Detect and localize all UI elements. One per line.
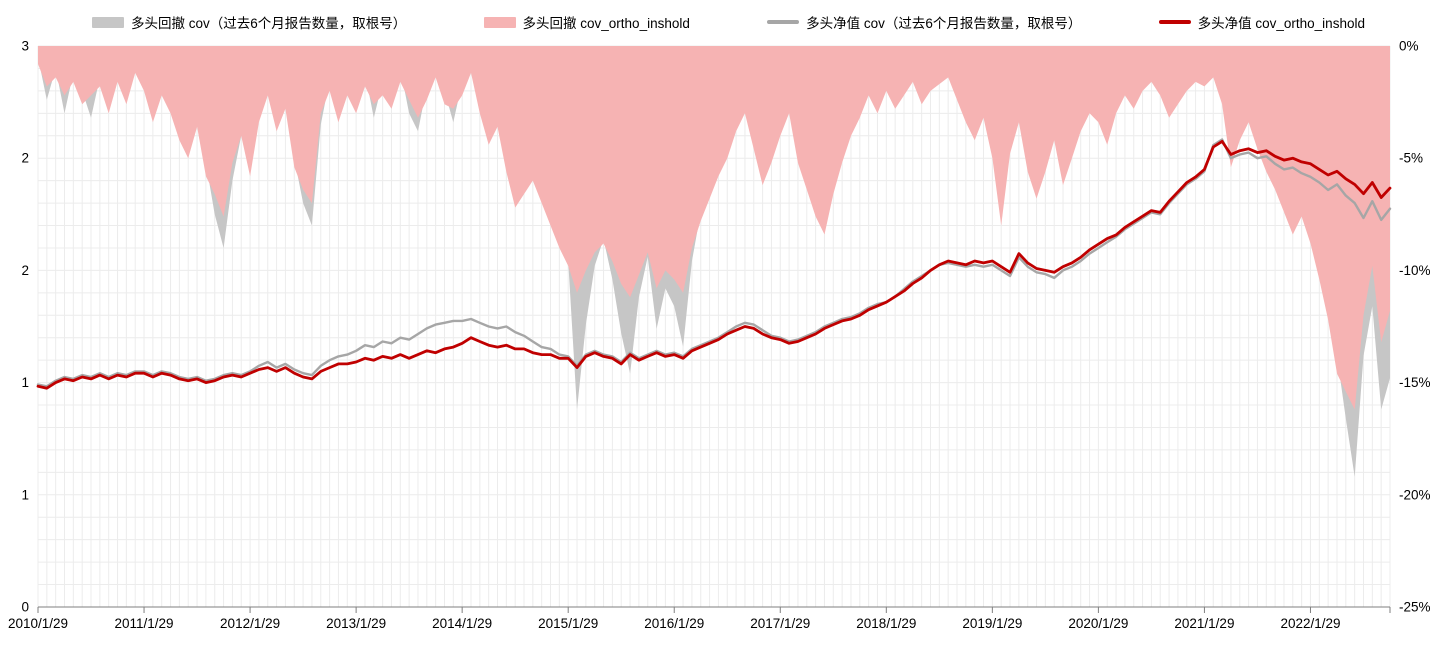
legend-swatch-line-red bbox=[1158, 20, 1191, 24]
left-axis-tick-label: 1 bbox=[21, 487, 29, 502]
right-axis-tick-label: 0% bbox=[1399, 39, 1419, 54]
legend-label: 多头净值 cov（过去6个月报告数量，取根号） bbox=[806, 16, 1082, 31]
legend-swatch-line-gray bbox=[767, 20, 800, 24]
left-axis-tick-label: 2 bbox=[21, 151, 29, 166]
legend-item-drawdown-cov-ortho-inshold: 多头回撤 cov_ortho_inshold bbox=[483, 12, 690, 32]
legend-swatch-area-gray bbox=[92, 16, 124, 28]
legend-item-netvalue-cov-ortho-inshold: 多头净值 cov_ortho_inshold bbox=[1158, 12, 1365, 32]
x-axis-tick-label: 2013/1/29 bbox=[326, 616, 386, 631]
legend-item-netvalue-cov: 多头净值 cov（过去6个月报告数量，取根号） bbox=[767, 12, 1081, 32]
legend-label: 多头净值 cov_ortho_inshold bbox=[1197, 16, 1365, 31]
right-axis-tick-label: -20% bbox=[1399, 487, 1431, 502]
right-axis-tick-label: -5% bbox=[1399, 151, 1423, 166]
left-axis-tick-label: 3 bbox=[21, 39, 29, 54]
right-axis-tick-label: -10% bbox=[1399, 263, 1431, 278]
x-axis-tick-label: 2010/1/29 bbox=[8, 616, 68, 631]
x-axis-tick-label: 2019/1/29 bbox=[962, 616, 1022, 631]
x-axis-tick-label: 2011/1/29 bbox=[115, 616, 174, 631]
x-axis-tick-label: 2014/1/29 bbox=[432, 616, 492, 631]
left-axis-tick-label: 2 bbox=[21, 263, 29, 278]
drawdown-areas bbox=[38, 46, 1390, 477]
x-axis-tick-label: 2012/1/29 bbox=[220, 616, 280, 631]
drawdown-area-cov-ortho-inshold bbox=[38, 46, 1390, 410]
legend-swatch-area-pink bbox=[483, 16, 516, 28]
legend-item-drawdown-cov: 多头回撤 cov（过去6个月报告数量，取根号） bbox=[92, 12, 406, 32]
left-axis-tick-label: 0 bbox=[21, 600, 29, 615]
netvalue-line-cov-ortho-inshold bbox=[36, 139, 1392, 390]
chart-legend: 多头回撤 cov（过去6个月报告数量，取根号） 多头回撤 cov_ortho_i… bbox=[92, 12, 1365, 32]
x-axis-tick-label: 2021/1/29 bbox=[1174, 616, 1234, 631]
x-axis-tick-label: 2015/1/29 bbox=[538, 616, 598, 631]
legend-label: 多头回撤 cov_ortho_inshold bbox=[522, 16, 690, 31]
x-axis-tick-label: 2022/1/29 bbox=[1280, 616, 1340, 631]
right-axis-tick-label: -25% bbox=[1399, 600, 1431, 615]
right-axis-tick-label: -15% bbox=[1399, 375, 1431, 390]
x-axis-tick-label: 2018/1/29 bbox=[856, 616, 916, 631]
axes: 0 1 1 2 2 3 0% -5% -10% -15% -20% -25% 2010/1/29 2011… bbox=[8, 39, 1431, 632]
x-axis-tick-label: 2020/1/29 bbox=[1068, 616, 1128, 631]
x-axis-tick-label: 2017/1/29 bbox=[750, 616, 810, 631]
netvalue-lines bbox=[36, 138, 1392, 390]
x-axis-tick-label: 2016/1/29 bbox=[644, 616, 704, 631]
left-axis-tick-label: 1 bbox=[21, 375, 29, 390]
legend-label: 多头回撤 cov（过去6个月报告数量，取根号） bbox=[131, 16, 407, 31]
